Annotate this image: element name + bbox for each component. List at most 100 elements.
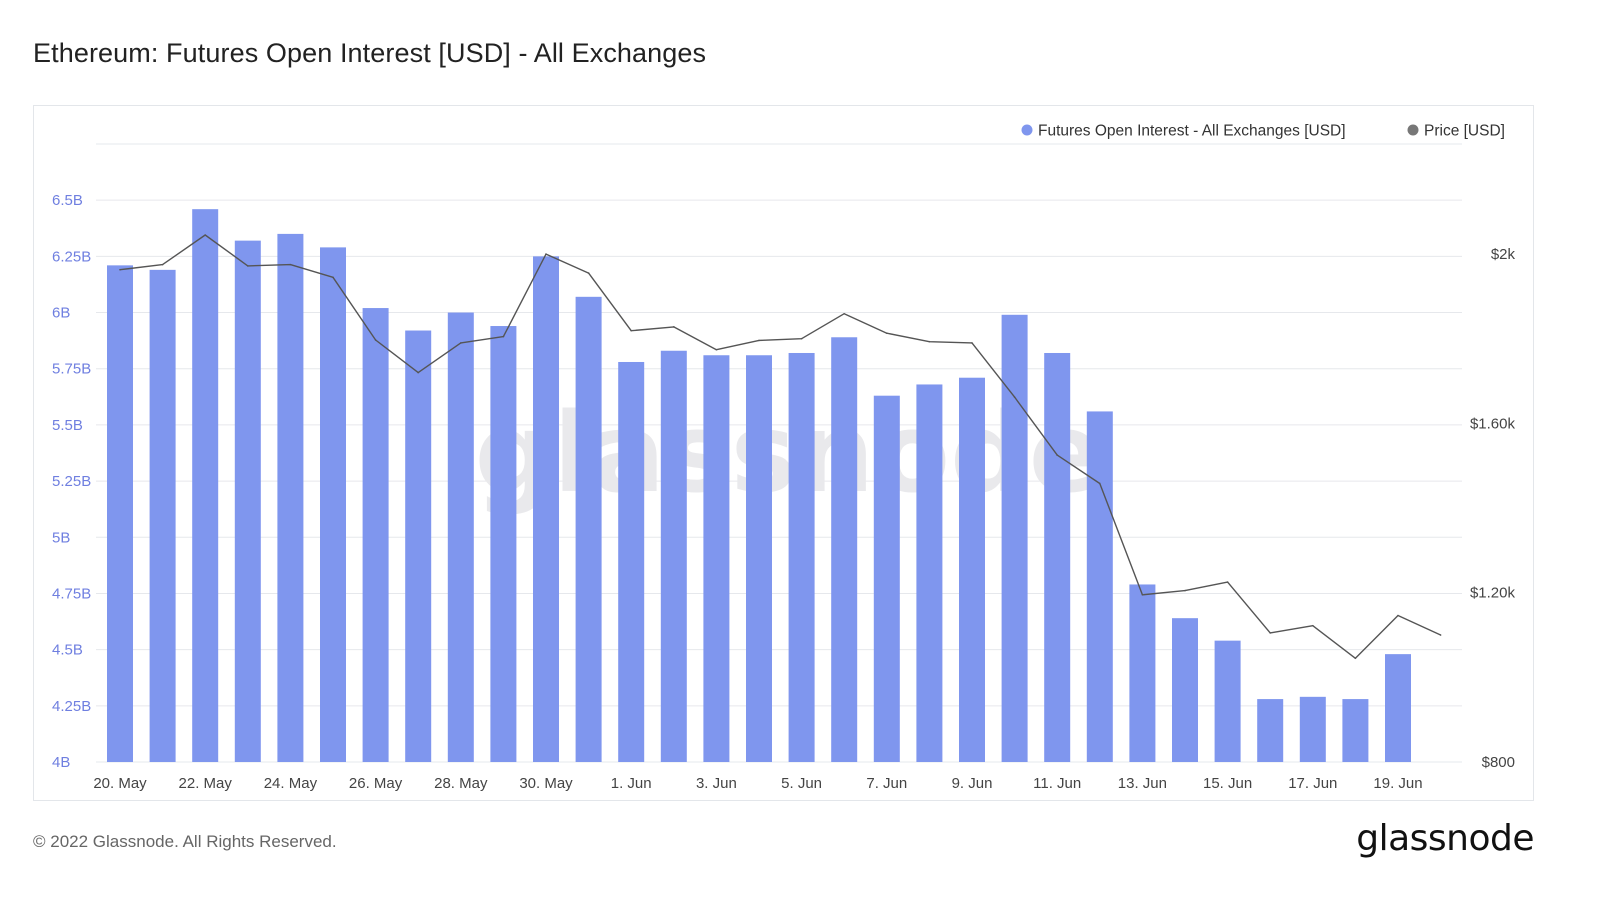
price-point [204, 234, 206, 236]
bar-open-interest[interactable] [1001, 314, 1028, 762]
price-point [715, 348, 718, 351]
left-axis-tick-label: 4B [52, 754, 70, 771]
bar-open-interest[interactable] [533, 256, 559, 762]
bar-open-interest[interactable] [149, 269, 176, 762]
price-point [374, 339, 377, 341]
x-axis-tick-label: 11. Jun [1033, 775, 1081, 792]
bar-open-interest[interactable] [405, 330, 432, 762]
price-line-group [119, 234, 1442, 660]
legend-item-open-interest[interactable]: Futures Open Interest - All Exchanges [U… [1021, 123, 1346, 140]
copyright-text: © 2022 Glassnode. All Rights Reserved. [33, 832, 337, 851]
bars [107, 209, 1411, 763]
price-point [843, 312, 845, 315]
bar-open-interest[interactable] [234, 240, 261, 763]
x-axis-tick-label: 3. Jun [696, 775, 737, 792]
price-point [1184, 589, 1186, 592]
x-axis-tick-label: 17. Jun [1288, 775, 1337, 792]
bar-open-interest[interactable] [618, 361, 645, 762]
bar-open-interest[interactable] [1129, 584, 1156, 762]
price-point [502, 335, 505, 338]
bar-open-interest[interactable] [490, 326, 517, 762]
bar-open-interest[interactable] [447, 312, 474, 762]
left-axis-tick-label: 5.75B [52, 361, 91, 378]
left-axis-tick-label: 4.25B [52, 698, 91, 715]
x-axis-tick-label: 7. Jun [866, 775, 907, 792]
bar-open-interest[interactable] [1257, 699, 1284, 762]
x-axis-tick-label: 22. May [179, 775, 233, 792]
price-point [460, 342, 462, 344]
bar-open-interest[interactable] [1385, 654, 1411, 762]
bar-open-interest[interactable] [320, 247, 346, 763]
x-axis-tick-label: 26. May [349, 775, 403, 792]
price-point [247, 265, 249, 267]
right-axis-tick-label: $800 [1482, 754, 1515, 771]
chart-frame: glassnode 4B4.25B4.5B4.75B5B5.25B5.5B5.7… [33, 105, 1534, 801]
price-point [758, 339, 760, 342]
bar-open-interest[interactable] [192, 209, 219, 762]
bar-open-interest[interactable] [1299, 696, 1326, 762]
price-point [1439, 634, 1442, 636]
x-axis-tick-label: 20. May [93, 775, 147, 792]
x-axis: 20. May 22. May 24. May 26. May 28. May 30. M… [93, 775, 1422, 792]
bar-open-interest[interactable] [831, 337, 858, 762]
bar-open-interest[interactable] [959, 377, 985, 762]
bar-open-interest[interactable] [788, 352, 815, 762]
price-point [1397, 614, 1399, 617]
price-point [1141, 594, 1144, 596]
legend-dot-price [1407, 124, 1419, 136]
x-axis-tick-label: 1. Jun [611, 775, 652, 792]
price-point [971, 342, 973, 344]
legend-item-price[interactable]: Price [USD] [1407, 123, 1505, 140]
bar-open-interest[interactable] [277, 233, 304, 763]
price-point [417, 371, 420, 374]
bar-open-interest[interactable] [1214, 640, 1241, 762]
bar-open-interest[interactable] [873, 395, 900, 762]
legend: Futures Open Interest - All Exchanges [U… [1021, 123, 1505, 140]
price-point [332, 276, 334, 279]
price-point [928, 340, 931, 343]
price-point [800, 337, 803, 340]
page-title: Ethereum: Futures Open Interest [USD] - … [33, 38, 707, 68]
bar-open-interest[interactable] [660, 350, 687, 762]
right-axis-tick-label: $1.20k [1470, 585, 1516, 602]
right-axis: $800 $1.20k $1.60k $2k [1470, 246, 1516, 771]
x-axis-tick-label: 15. Jun [1203, 775, 1252, 792]
x-axis-tick-label: 28. May [434, 775, 488, 792]
price-point [545, 253, 547, 255]
left-axis-tick-label: 6.25B [52, 248, 91, 265]
left-axis-tick-label: 5.5B [52, 417, 83, 434]
x-axis-tick-label: 9. Jun [952, 775, 993, 792]
price-point [1013, 396, 1016, 398]
bar-open-interest[interactable] [1342, 699, 1369, 762]
legend-label-open-interest: Futures Open Interest - All Exchanges [U… [1038, 123, 1346, 140]
x-axis-tick-label: 19. Jun [1373, 775, 1422, 792]
bar-open-interest[interactable] [916, 384, 943, 762]
bar-open-interest[interactable] [362, 308, 389, 762]
glassnode-logo[interactable]: glassnode [1356, 818, 1534, 859]
bar-open-interest[interactable] [703, 355, 730, 762]
right-axis-tick-label: $2k [1491, 246, 1516, 263]
bar-open-interest[interactable] [1044, 352, 1071, 762]
legend-label-price: Price [USD] [1424, 123, 1505, 140]
x-axis-tick-label: 13. Jun [1118, 775, 1167, 792]
x-axis-tick-label: 5. Jun [781, 775, 822, 792]
price-point [1056, 454, 1058, 456]
bar-open-interest[interactable] [575, 296, 602, 762]
left-axis: 4B 4.25B 4.5B 4.75B 5B 5.25B 5.5B 5.75B 6B 6.25B 6… [52, 192, 91, 771]
bar-open-interest[interactable] [746, 355, 772, 762]
price-line[interactable] [119, 234, 1441, 659]
price-point [161, 263, 164, 266]
bar-open-interest[interactable] [107, 265, 133, 762]
price-point [587, 272, 590, 274]
left-axis-tick-label: 6.5B [52, 192, 83, 209]
chart-svg: glassnode 4B4.25B4.5B4.75B5B5.25B5.5B5.7… [52, 123, 1516, 793]
right-axis-tick-label: $1.60k [1470, 415, 1516, 432]
left-axis-tick-label: 6B [52, 305, 70, 322]
x-axis-tick-label: 24. May [264, 775, 318, 792]
bar-open-interest[interactable] [1172, 618, 1198, 762]
bar-open-interest[interactable] [1086, 411, 1113, 762]
left-axis-tick-label: 4.5B [52, 642, 83, 659]
legend-dot-open-interest [1021, 124, 1033, 136]
price-point [119, 268, 121, 271]
price-point [289, 263, 292, 266]
